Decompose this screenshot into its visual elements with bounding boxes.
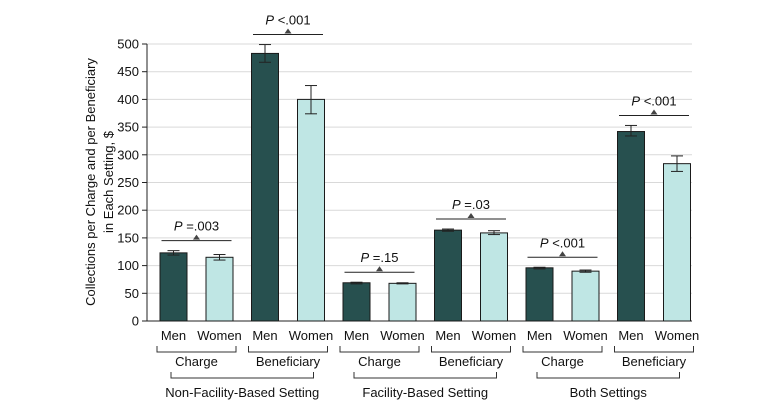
p-value-symbol: P bbox=[631, 93, 640, 108]
setting-bracket bbox=[353, 372, 497, 379]
bar-women bbox=[388, 282, 417, 322]
x-axis-labels: Men Women Charge Men Women Beneficiary Non-Fac… bbox=[156, 328, 700, 400]
y-tick-label: 100 bbox=[117, 258, 139, 273]
group-bracket bbox=[614, 346, 694, 353]
y-tick-label: 450 bbox=[117, 64, 139, 79]
y-tick-label: 400 bbox=[117, 92, 139, 107]
y-tick-label: 200 bbox=[117, 203, 139, 218]
bar-women bbox=[297, 98, 325, 322]
group-label: Charge bbox=[541, 354, 584, 369]
p-value-marker bbox=[284, 28, 292, 34]
p-value-number: =.03 bbox=[461, 197, 490, 212]
p-value-marker bbox=[376, 266, 383, 272]
bar-label: Women bbox=[289, 328, 334, 343]
bar-women bbox=[663, 163, 691, 322]
group-label: Charge bbox=[175, 354, 218, 369]
p-value-symbol: P bbox=[265, 13, 274, 28]
p-value-number: <.001 bbox=[549, 235, 586, 250]
p-value-symbol: P bbox=[452, 197, 461, 212]
bar-men bbox=[251, 52, 279, 322]
y-tick-label: 50 bbox=[125, 286, 139, 301]
p-value-marker bbox=[559, 251, 566, 257]
bar-label: Men bbox=[161, 328, 186, 343]
bar-label: Men bbox=[344, 328, 369, 343]
p-value-number: <.001 bbox=[640, 93, 677, 108]
grid-lines bbox=[147, 43, 692, 294]
setting-label: Facility-Based Setting bbox=[362, 385, 488, 400]
y-axis: 0 50 100 150 200 250 300 350 400 450 500 bbox=[117, 37, 692, 329]
group-bracket bbox=[156, 346, 237, 353]
y-tick-label: 0 bbox=[132, 314, 139, 329]
bar-men bbox=[434, 229, 462, 322]
y-tick-label: 500 bbox=[117, 37, 139, 52]
bar-label: Women bbox=[197, 328, 242, 343]
p-value-label: P =.003 bbox=[174, 219, 219, 234]
p-value-marker bbox=[650, 109, 658, 115]
y-tick-label: 350 bbox=[117, 120, 139, 135]
setting-label: Both Settings bbox=[570, 385, 648, 400]
p-value-number: =.15 bbox=[369, 250, 398, 265]
y-axis-label-line-2: in Each Setting, $ bbox=[101, 130, 116, 233]
bar-men bbox=[342, 282, 371, 322]
bar-label: Women bbox=[472, 328, 517, 343]
bars bbox=[159, 44, 691, 322]
group-label: Beneficiary bbox=[622, 354, 687, 369]
y-tick-label: 300 bbox=[117, 147, 139, 162]
y-axis-label-line-1: Collections per Charge and per Beneficia… bbox=[83, 58, 98, 306]
group-bracket bbox=[339, 346, 420, 353]
group-bracket bbox=[431, 346, 511, 353]
p-value-marker bbox=[193, 234, 200, 240]
y-tick-label: 150 bbox=[117, 230, 139, 245]
bar-men bbox=[617, 131, 645, 322]
setting-label: Non-Facility-Based Setting bbox=[165, 385, 319, 400]
bar-women bbox=[480, 232, 508, 322]
p-value-number: =.003 bbox=[183, 219, 220, 234]
p-value-label: P <.001 bbox=[540, 235, 585, 250]
bar-label: Women bbox=[380, 328, 425, 343]
bar-label: Men bbox=[618, 328, 643, 343]
p-value-label: P <.001 bbox=[631, 93, 676, 108]
group-bracket bbox=[248, 346, 328, 353]
p-value-symbol: P bbox=[361, 250, 370, 265]
bar-label: Women bbox=[563, 328, 608, 343]
p-value-symbol: P bbox=[540, 235, 549, 250]
bar-women bbox=[571, 270, 600, 322]
p-value-label: P =.15 bbox=[361, 250, 399, 265]
bar-label: Men bbox=[435, 328, 460, 343]
setting-bracket bbox=[170, 372, 314, 379]
bar-label: Men bbox=[527, 328, 552, 343]
p-value-label: P =.03 bbox=[452, 197, 490, 212]
bar-label: Women bbox=[655, 328, 700, 343]
y-tick-label: 250 bbox=[117, 175, 139, 190]
group-label: Charge bbox=[358, 354, 401, 369]
p-value-marker bbox=[467, 213, 475, 219]
group-bracket bbox=[522, 346, 603, 353]
bar-men bbox=[159, 252, 188, 322]
bar-men bbox=[525, 267, 554, 322]
p-value-number: <.001 bbox=[274, 13, 311, 28]
bar-women bbox=[205, 256, 234, 322]
p-value-symbol: P bbox=[174, 219, 183, 234]
group-label: Beneficiary bbox=[439, 354, 504, 369]
p-value-label: P <.001 bbox=[265, 13, 310, 28]
setting-bracket bbox=[536, 372, 680, 379]
group-label: Beneficiary bbox=[256, 354, 321, 369]
bar-label: Men bbox=[252, 328, 277, 343]
